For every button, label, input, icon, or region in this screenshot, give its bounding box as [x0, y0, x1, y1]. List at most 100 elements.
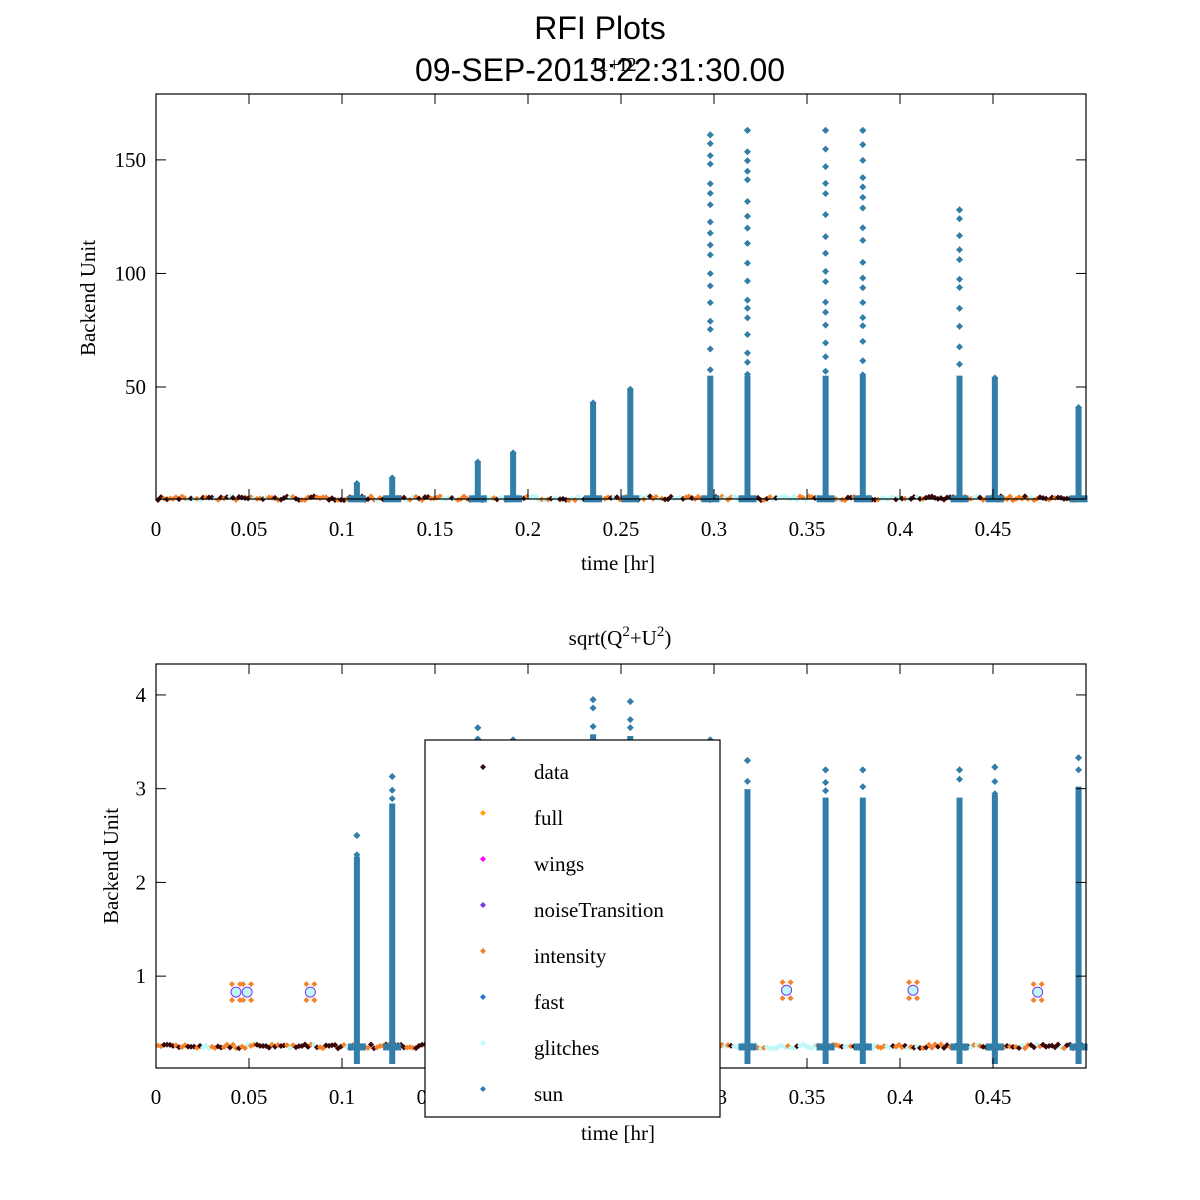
x-tick-label: 0.35	[789, 517, 826, 541]
baseline-point	[230, 1041, 236, 1048]
x-tick-label: 0.1	[329, 1085, 355, 1109]
outlier-point	[228, 981, 235, 988]
y-tick-label: 100	[115, 261, 147, 285]
sun-spike-peak	[956, 766, 964, 774]
outlier-point	[241, 986, 253, 998]
outlier-point	[303, 981, 310, 988]
baseline-point	[242, 1045, 248, 1052]
sun-spike-point	[859, 236, 867, 244]
x-tick-label: 0.3	[701, 517, 727, 541]
sun-spike-point	[706, 345, 714, 353]
baseline-point	[1007, 493, 1013, 500]
x-axis-label: time [hr]	[581, 551, 655, 575]
baseline-point	[1022, 1045, 1028, 1052]
sun-spike-point	[626, 724, 634, 732]
sun-spike-dense	[956, 375, 963, 498]
legend-marker-data	[480, 764, 486, 770]
sun-spike-dense	[474, 461, 481, 498]
outlier-point	[1030, 981, 1037, 988]
sun-spike-point	[859, 783, 867, 791]
chart-subtitle-date: 09-SEP-2013:22:31:30.00	[414, 52, 786, 88]
sun-spike-point	[956, 246, 964, 254]
sun-spike-foot	[950, 1043, 969, 1051]
sun-spike-point	[859, 298, 867, 306]
y-tick-label: 2	[136, 870, 147, 894]
sun-spike-point	[743, 176, 751, 184]
sun-spike-dense	[956, 797, 963, 1064]
legend-label-data: data	[534, 760, 570, 784]
sun-spike	[950, 766, 969, 1064]
y-axis-label: Backend Unit	[99, 808, 123, 924]
baseline-point	[224, 1041, 230, 1048]
sun-spike-point	[743, 296, 751, 304]
sun-spike-point	[822, 353, 830, 361]
outlier-point	[303, 997, 310, 1004]
sun-spike	[621, 385, 640, 503]
sun-spike-point	[822, 211, 830, 219]
sun-spike-point	[743, 330, 751, 338]
baseline-point	[332, 1042, 338, 1049]
sun-spike	[701, 131, 720, 503]
outlier-point	[240, 997, 247, 1004]
y-tick-label: 1	[136, 964, 147, 988]
outlier-point	[311, 981, 318, 988]
baseline-point	[1055, 1041, 1061, 1048]
x-tick-label: 0.4	[887, 517, 914, 541]
legend: data full wings noiseTransition intensity fas…	[424, 739, 721, 1118]
sun-spike-peak	[589, 399, 597, 407]
sun-spike-dense	[389, 477, 396, 498]
sun-spike-foot	[1069, 1043, 1088, 1051]
sun-spike-peak	[474, 458, 482, 466]
sun-spike-dense	[707, 375, 714, 498]
x-tick-label: 0	[151, 1085, 162, 1109]
sun-spike	[383, 772, 402, 1064]
sun-spike-peak	[388, 772, 396, 780]
sun-spike-point	[859, 204, 867, 212]
legend-label-glitches: glitches	[534, 1036, 599, 1060]
sun-spike-peak	[991, 763, 999, 771]
sun-spike-point	[822, 778, 830, 786]
sun-spike-point	[743, 239, 751, 247]
sun-spike-point	[859, 224, 867, 232]
outlier-point	[248, 981, 255, 988]
sun-spike-point	[859, 193, 867, 201]
sun-spike-point	[859, 314, 867, 322]
y-axis-label: Backend Unit	[76, 240, 100, 356]
sun-spike-foot	[383, 1043, 402, 1051]
legend-entry-sun: sun	[480, 1082, 564, 1106]
sun-spike-point	[706, 317, 714, 325]
legend-marker-fast	[480, 994, 486, 1000]
sun-spike-point	[743, 167, 751, 175]
sun-spike-point	[626, 716, 634, 724]
sun-spike	[738, 757, 757, 1064]
sun-spike-peak	[353, 832, 361, 840]
sun-spike-point	[743, 157, 751, 165]
outlier-point	[248, 997, 255, 1004]
legend-label-sun: sun	[534, 1082, 564, 1106]
x-tick-label: 0.35	[789, 1085, 826, 1109]
sun-spike-peak	[706, 131, 714, 139]
outlier-point	[1038, 997, 1045, 1004]
x-tick-label: 0.2	[515, 517, 541, 541]
outlier-cluster	[303, 981, 318, 1004]
y-tick-label: 50	[125, 375, 146, 399]
outlier-point	[240, 981, 247, 988]
sun-spike	[853, 766, 872, 1064]
sun-spike-peak	[1075, 403, 1083, 411]
sun-spike-point	[859, 357, 867, 365]
sun-spike-dense	[389, 803, 396, 1064]
legend-entry-fast: fast	[480, 990, 564, 1014]
sun-spike-point	[991, 790, 999, 798]
sun-spike	[950, 206, 969, 503]
sun-spike-point	[859, 258, 867, 266]
sun-spike-point	[956, 304, 964, 312]
sun-spike-point	[822, 321, 830, 329]
sun-spike-point	[388, 795, 396, 803]
sun-spike-dense	[510, 452, 517, 498]
sun-spike	[816, 126, 835, 503]
sun-spike-foot	[738, 1043, 757, 1051]
sun-spike-point	[706, 140, 714, 148]
sun-spike-point	[956, 284, 964, 292]
sun-spike-foot	[985, 1043, 1004, 1051]
